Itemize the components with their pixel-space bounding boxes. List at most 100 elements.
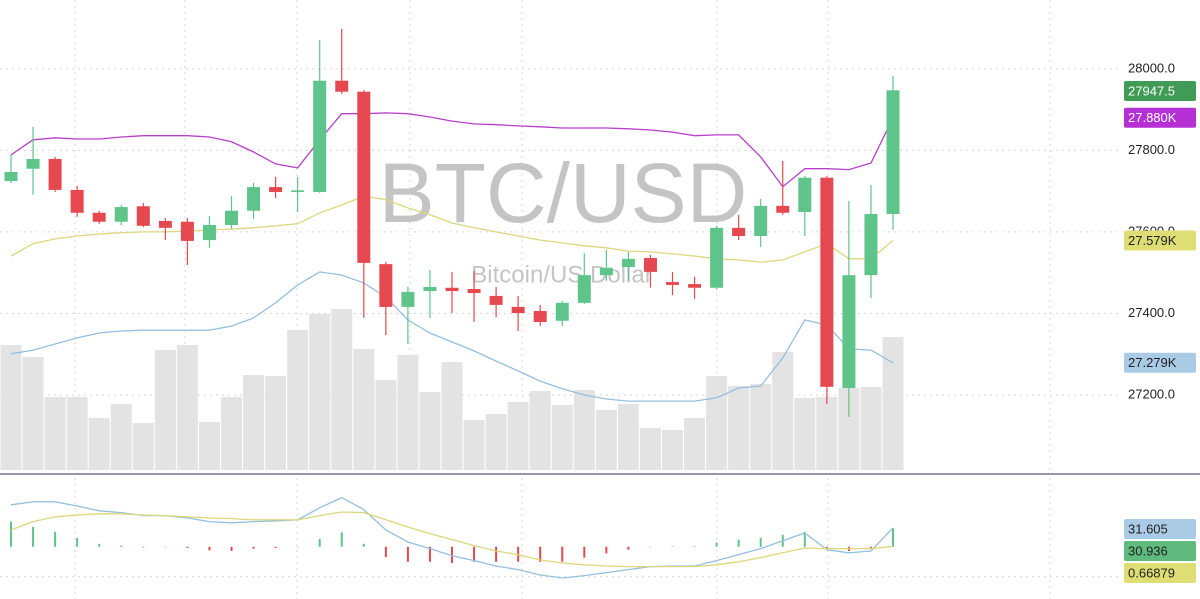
histogram-bar	[142, 546, 145, 548]
last-price-badge-text: 27947.5	[1128, 83, 1175, 98]
y-tick-label: 27400.0	[1128, 305, 1175, 320]
histogram-bar	[362, 543, 365, 547]
vertical-grid	[74, 0, 1051, 599]
volume-bar	[88, 418, 110, 470]
watermark: BTC/USD	[379, 146, 748, 240]
y-tick-label: 27800.0	[1128, 142, 1175, 157]
volume-bar	[22, 357, 44, 470]
histogram-bar	[340, 532, 343, 547]
volume-bar	[66, 397, 88, 470]
candle-body	[776, 205, 790, 213]
volume-bar	[529, 391, 551, 470]
last-price-badge: 27947.5	[1124, 81, 1196, 101]
candle-body	[48, 158, 62, 190]
volume-bar	[838, 388, 860, 470]
indicator-line	[10, 511, 894, 568]
histogram-bar	[186, 546, 189, 548]
volume-bar	[397, 355, 419, 470]
band-badge: 27.279K	[1124, 352, 1196, 373]
volume-bar	[551, 405, 573, 470]
volume-bar	[287, 330, 309, 470]
histogram-bar	[759, 537, 762, 547]
candle-body	[202, 224, 216, 241]
histogram-bar	[274, 546, 277, 548]
volume-bar	[265, 376, 287, 470]
histogram-bar	[649, 546, 652, 548]
histogram-bar	[693, 546, 696, 547]
histogram-bar	[164, 546, 167, 548]
histogram-bar	[10, 521, 12, 547]
signal-badge-text: 0.66879	[1128, 565, 1175, 580]
candle-body	[555, 302, 569, 321]
histogram-bar	[230, 546, 233, 551]
candle-body	[136, 206, 150, 226]
volume-bar	[816, 397, 838, 470]
volume-bar	[728, 386, 750, 470]
candle-body	[732, 227, 746, 236]
candle-body	[754, 205, 768, 236]
candle-body	[842, 275, 856, 389]
volume-bar	[441, 362, 463, 470]
histogram-badge-text: 30.936	[1128, 543, 1168, 558]
candle-body	[533, 310, 547, 323]
histogram-bar	[539, 546, 542, 562]
candle-body	[621, 258, 635, 267]
candle-body	[423, 286, 437, 292]
candle-body	[643, 258, 657, 272]
histogram-bar	[120, 545, 123, 547]
histogram-bar	[384, 546, 387, 557]
y-tick-label: 27200.0	[1128, 386, 1175, 401]
volume-bar	[0, 345, 22, 470]
band-badge: 27.579K	[1124, 230, 1196, 251]
histogram-bar	[406, 546, 409, 562]
histogram-bar	[825, 546, 828, 548]
volume-bar	[44, 397, 66, 470]
candle-body	[269, 187, 283, 192]
histogram-bar	[627, 546, 630, 550]
candle-body	[70, 189, 84, 213]
band-badge-bg	[1124, 352, 1196, 373]
candle-body	[666, 282, 679, 285]
volume-bar	[353, 349, 375, 470]
volume-bar	[110, 404, 132, 470]
histogram-bar	[803, 531, 806, 547]
histogram-bar	[583, 546, 586, 558]
band-badge-text: 27.279K	[1128, 355, 1177, 370]
candle-body	[445, 287, 459, 292]
histogram-bar	[715, 542, 718, 547]
candle-body	[357, 91, 371, 263]
candle-body	[379, 264, 393, 307]
volume-bar	[221, 397, 242, 470]
candle-body	[158, 220, 172, 228]
histogram-bar	[54, 531, 57, 547]
candle-body	[798, 177, 812, 212]
volume-bar	[595, 410, 617, 470]
histogram-bar	[892, 528, 894, 547]
band-badge-text: 27.579K	[1128, 233, 1177, 248]
volume-bar	[750, 384, 772, 470]
volume-bar	[419, 392, 441, 470]
candle-body	[688, 284, 702, 288]
volume-bar	[639, 428, 661, 470]
candle-body	[511, 306, 525, 314]
volume-bar	[375, 380, 397, 470]
candle-body	[886, 90, 900, 214]
histogram-bar	[737, 539, 740, 547]
volume-bar	[198, 422, 220, 470]
macd-badge-bg	[1124, 519, 1196, 539]
histogram-bar	[451, 546, 453, 563]
histogram-bar	[252, 546, 255, 549]
band-badge-bg	[1124, 107, 1196, 128]
histogram-bar	[428, 546, 431, 562]
histogram-bar	[318, 539, 321, 547]
candle-body	[313, 80, 327, 192]
candle-body	[577, 275, 591, 303]
band-line	[10, 195, 894, 263]
band-line	[10, 112, 894, 188]
candle-body	[467, 288, 481, 294]
last-price-badge-bg	[1124, 81, 1196, 101]
candle-body	[180, 221, 194, 241]
candles	[4, 28, 900, 417]
candle-body	[247, 187, 261, 211]
volume-bar	[617, 404, 639, 470]
